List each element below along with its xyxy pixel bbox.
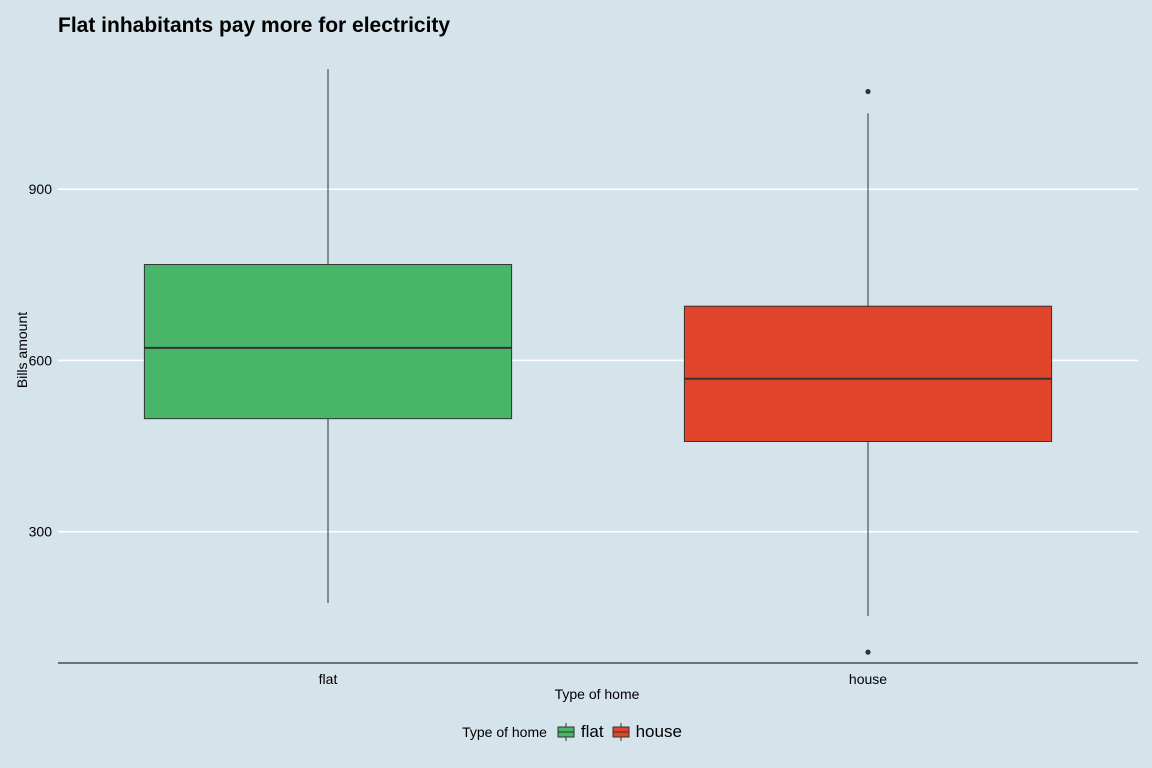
legend-key-flat xyxy=(557,723,575,741)
box-house xyxy=(683,305,1053,442)
legend-label-flat: flat xyxy=(580,722,604,741)
legend: Type of home flat house xyxy=(0,722,1152,742)
x-axis-title: Type of home xyxy=(555,686,640,702)
legend-item-house: house xyxy=(612,722,682,742)
y-tick-label-600: 600 xyxy=(29,352,53,368)
legend-title: Type of home xyxy=(462,724,547,740)
axes: 300 600 900 flat house xyxy=(29,181,1138,687)
legend-label-house: house xyxy=(635,722,682,741)
outlier-house-1 xyxy=(865,649,871,655)
legend-item-flat: flat xyxy=(557,722,604,742)
x-tick-label-house: house xyxy=(849,671,887,687)
y-axis-title: Bills amount xyxy=(14,312,30,388)
legend-key-house xyxy=(612,723,630,741)
boxes xyxy=(143,69,1053,655)
x-tick-label-flat: flat xyxy=(319,671,338,687)
box-flat xyxy=(143,264,513,420)
outlier-house-0 xyxy=(865,88,871,95)
y-tick-label-900: 900 xyxy=(29,181,53,197)
chart-title: Flat inhabitants pay more for electricit… xyxy=(58,14,451,37)
y-tick-label-300: 300 xyxy=(29,524,53,540)
